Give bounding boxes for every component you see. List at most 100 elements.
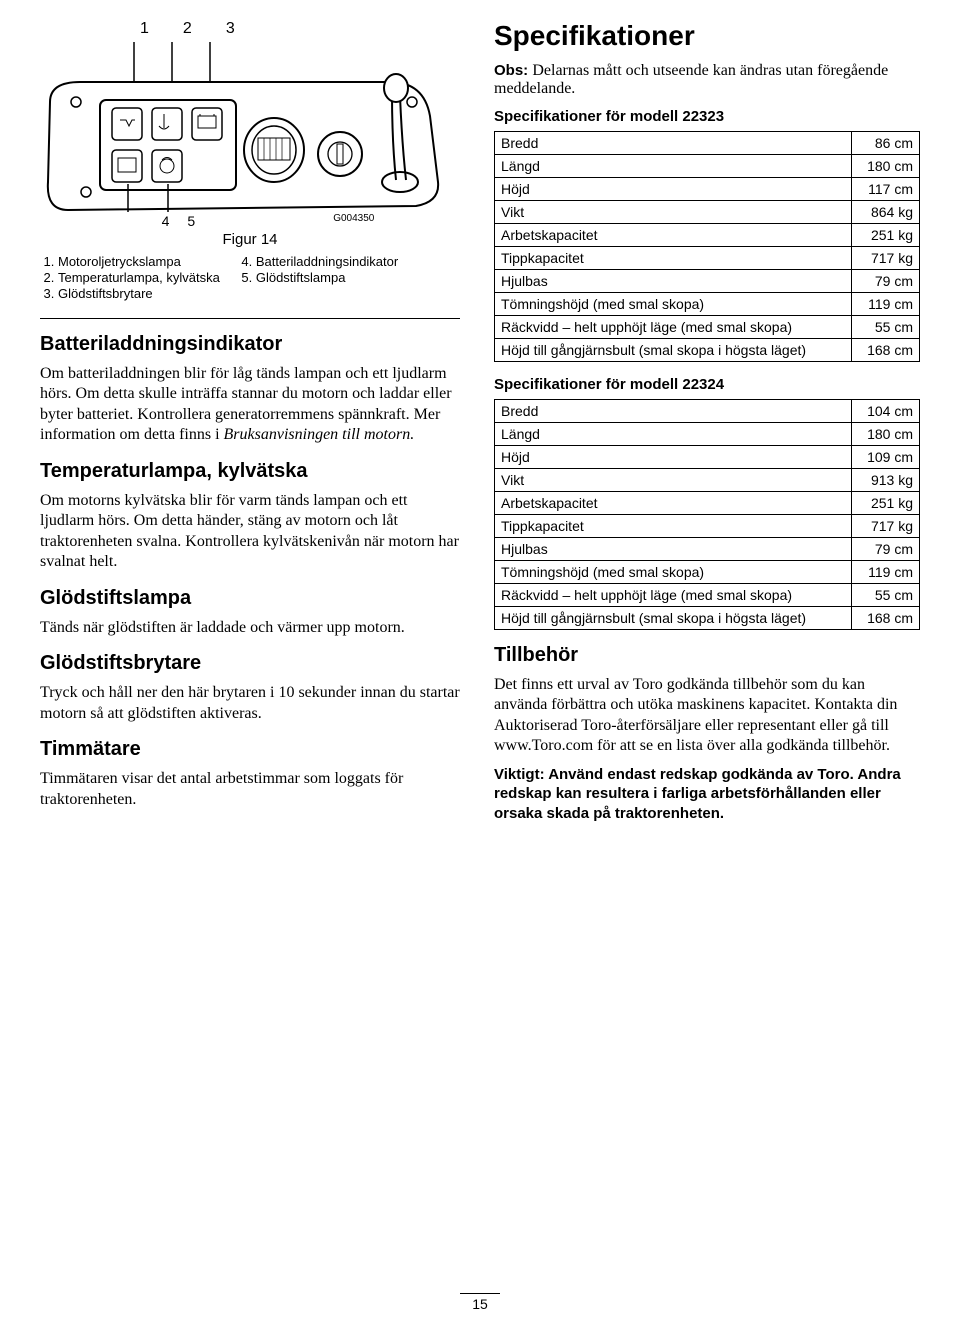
table-row: Arbetskapacitet251 kg [495,224,920,247]
table-row: Höjd till gångjärnsbult (smal skopa i hö… [495,607,920,630]
spec-value: 168 cm [852,607,920,630]
spec-value: 109 cm [852,446,920,469]
section-title: Glödstiftslampa [40,587,460,610]
page-number: 15 [0,1293,960,1312]
table1-title: Specifikationer för modell 22323 [494,108,920,125]
label-2: 2 [183,20,192,38]
table2-title: Specifikationer för modell 22324 [494,376,920,393]
legend-4: Batteriladdningsindikator [256,254,398,269]
accessories-body: Det finns ett urval av Toro godkända til… [494,675,920,757]
table-row: Tömningshöjd (med smal skopa)119 cm [495,293,920,316]
spec-value: 913 kg [852,469,920,492]
label-4: 4 [162,213,170,229]
spec-label: Bredd [495,132,852,155]
spec-label: Höjd till gångjärnsbult (smal skopa i hö… [495,607,852,630]
spec-label: Längd [495,155,852,178]
figure-top-labels: 1 2 3 [140,20,460,38]
spec-value: 168 cm [852,339,920,362]
spec-value: 55 cm [852,316,920,339]
spec-value: 79 cm [852,270,920,293]
spec-value: 119 cm [852,561,920,584]
legend-1: Motoroljetryckslampa [58,254,220,269]
table-row: Räckvidd – helt upphöjt läge (med smal s… [495,316,920,339]
table-row: Hjulbas79 cm [495,270,920,293]
obs-label: Obs: [494,62,528,79]
section-title: Glödstiftsbrytare [40,652,460,675]
table-row: Bredd86 cm [495,132,920,155]
table-row: Höjd till gångjärnsbult (smal skopa i hö… [495,339,920,362]
spec-value: 251 kg [852,492,920,515]
table-row: Tippkapacitet717 kg [495,247,920,270]
spec-value: 717 kg [852,515,920,538]
section-title: Timmätare [40,738,460,761]
important-block: Viktigt: Använd endast redskap godkända … [494,765,920,824]
section-title: Temperaturlampa, kylvätska [40,460,460,483]
spec-label: Längd [495,423,852,446]
table-row: Höjd117 cm [495,178,920,201]
table-row: Längd180 cm [495,423,920,446]
spec-value: 79 cm [852,538,920,561]
section-body: Om motorns kylvätska blir för varm tänds… [40,491,460,573]
spec-label: Bredd [495,400,852,423]
spec-label: Räckvidd – helt upphöjt läge (med smal s… [495,316,852,339]
spec-value: 119 cm [852,293,920,316]
spec-value: 117 cm [852,178,920,201]
spec-label: Vikt [495,469,852,492]
section-body: Timmätaren visar det antal arbetstimmar … [40,769,460,810]
table-row: Hjulbas79 cm [495,538,920,561]
spec-value: 251 kg [852,224,920,247]
spec-label: Tömningshöjd (med smal skopa) [495,561,852,584]
table-row: Vikt913 kg [495,469,920,492]
spec-label: Höjd [495,178,852,201]
section-title: Batteriladdningsindikator [40,333,460,356]
figure-legend: Motoroljetryckslampa Temperaturlampa, ky… [40,254,460,302]
figure-code: G004350 [333,213,374,229]
separator-rule [40,318,460,319]
spec-table-22323: Bredd86 cmLängd180 cmHöjd117 cmVikt864 k… [494,131,920,362]
spec-value: 55 cm [852,584,920,607]
legend-2: Temperaturlampa, kylvätska [58,270,220,285]
spec-label: Hjulbas [495,538,852,561]
obs-line: Obs: Delarnas mått och utseende kan ändr… [494,62,920,98]
important-label: Viktigt: [494,766,545,783]
accessories-title: Tillbehör [494,644,920,667]
spec-label: Arbetskapacitet [495,224,852,247]
legend-5: Glödstiftslampa [256,270,398,285]
figure-title: Figur 14 [40,231,460,248]
spec-table-22324: Bredd104 cmLängd180 cmHöjd109 cmVikt913 … [494,399,920,630]
spec-label: Tippkapacitet [495,515,852,538]
spec-value: 180 cm [852,155,920,178]
table-row: Höjd109 cm [495,446,920,469]
spec-value: 864 kg [852,201,920,224]
section-body: Om batteriladdningen blir för låg tänds … [40,364,460,446]
table-row: Bredd104 cm [495,400,920,423]
table-row: Tippkapacitet717 kg [495,515,920,538]
spec-value: 86 cm [852,132,920,155]
spec-value: 717 kg [852,247,920,270]
spec-label: Höjd till gångjärnsbult (smal skopa i hö… [495,339,852,362]
table-row: Tömningshöjd (med smal skopa)119 cm [495,561,920,584]
spec-label: Tippkapacitet [495,247,852,270]
section-body: Tänds när glödstiften är laddade och vär… [40,618,460,638]
section-body: Tryck och håll ner den här brytaren i 10… [40,683,460,724]
legend-3: Glödstiftsbrytare [58,286,220,301]
spec-value: 104 cm [852,400,920,423]
obs-text: Delarnas mått och utseende kan ändras ut… [494,62,888,97]
spec-label: Höjd [495,446,852,469]
table-row: Vikt864 kg [495,201,920,224]
spec-label: Räckvidd – helt upphöjt läge (med smal s… [495,584,852,607]
important-text: Använd endast redskap godkända av Toro. … [494,766,901,822]
table-row: Längd180 cm [495,155,920,178]
spec-value: 180 cm [852,423,920,446]
table-row: Räckvidd – helt upphöjt läge (med smal s… [495,584,920,607]
label-5: 5 [187,213,195,229]
spec-label: Arbetskapacitet [495,492,852,515]
spec-label: Hjulbas [495,270,852,293]
control-panel-figure [40,42,440,212]
spec-label: Tömningshöjd (med smal skopa) [495,293,852,316]
table-row: Arbetskapacitet251 kg [495,492,920,515]
label-3: 3 [226,20,235,38]
specifications-title: Specifikationer [494,20,920,52]
label-1: 1 [140,20,149,38]
spec-label: Vikt [495,201,852,224]
